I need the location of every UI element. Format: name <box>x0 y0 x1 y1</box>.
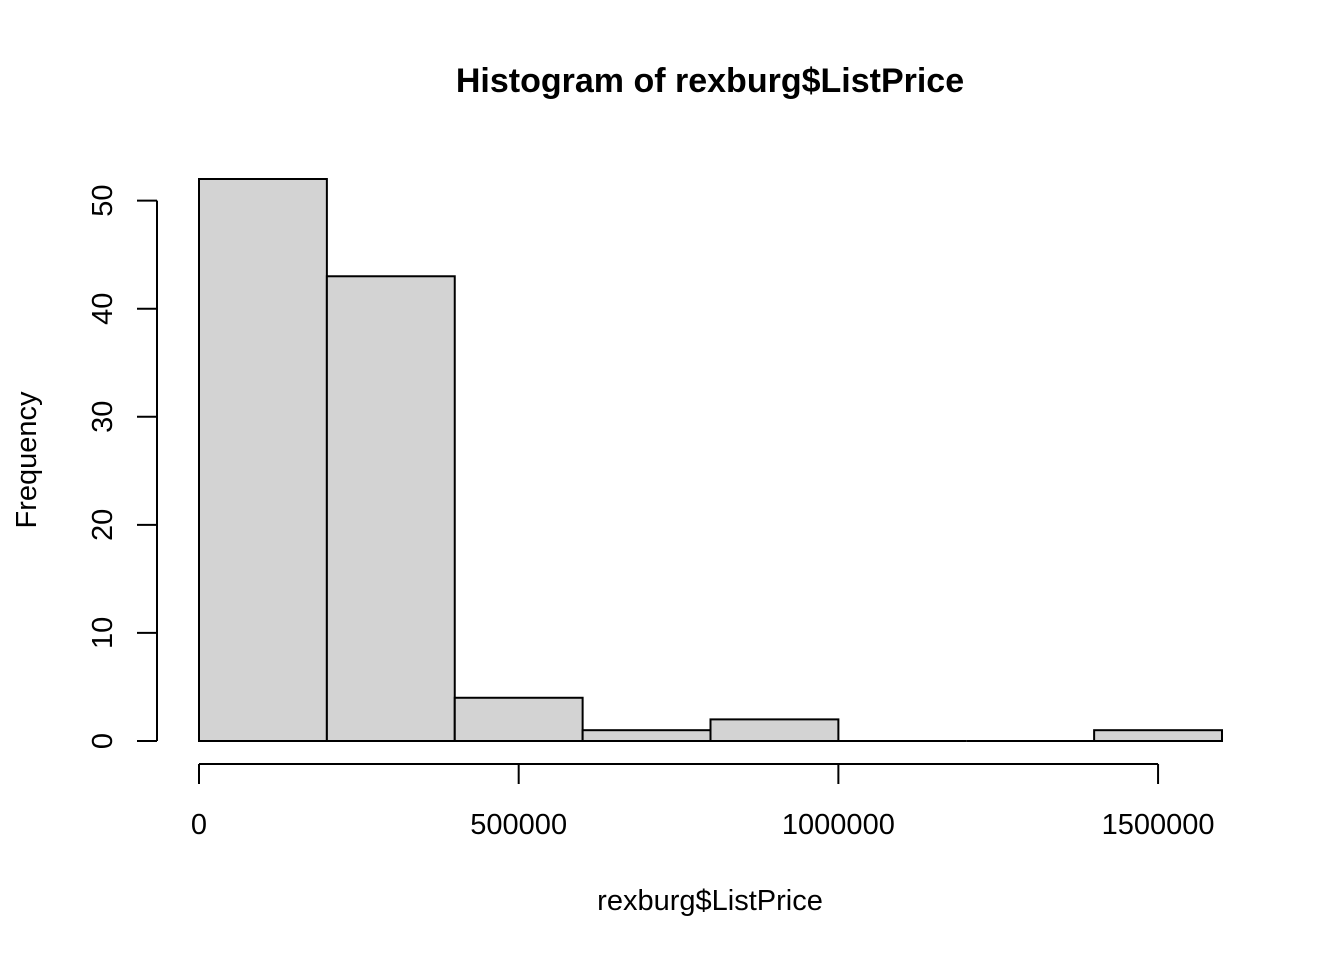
chart-title: Histogram of rexburg$ListPrice <box>456 62 964 100</box>
y-tick-label: 0 <box>87 733 119 749</box>
x-axis-label: rexburg$ListPrice <box>597 885 823 917</box>
y-tick-label: 50 <box>87 184 119 216</box>
histogram-bar <box>198 178 328 742</box>
y-axis: 0 10 20 30 40 50 <box>87 184 158 749</box>
histogram-bar <box>1093 729 1223 743</box>
x-tick-label: 1000000 <box>782 809 895 841</box>
y-tick-label: 10 <box>87 617 119 649</box>
y-tick-label: 30 <box>87 401 119 433</box>
x-axis: 0 500000 1000000 1500000 <box>191 763 1215 841</box>
histogram-bar <box>709 718 840 743</box>
x-tick-label: 500000 <box>470 809 567 841</box>
x-tick-label: 0 <box>191 809 207 841</box>
histogram-bars <box>198 178 1223 743</box>
histogram-bar <box>581 729 712 743</box>
y-tick-label: 20 <box>87 509 119 541</box>
y-tick-label: 40 <box>87 293 119 325</box>
y-axis-label: Frequency <box>11 391 43 529</box>
histogram-bar <box>325 275 456 742</box>
histogram-bar <box>453 696 584 742</box>
x-tick-label: 1500000 <box>1102 809 1215 841</box>
